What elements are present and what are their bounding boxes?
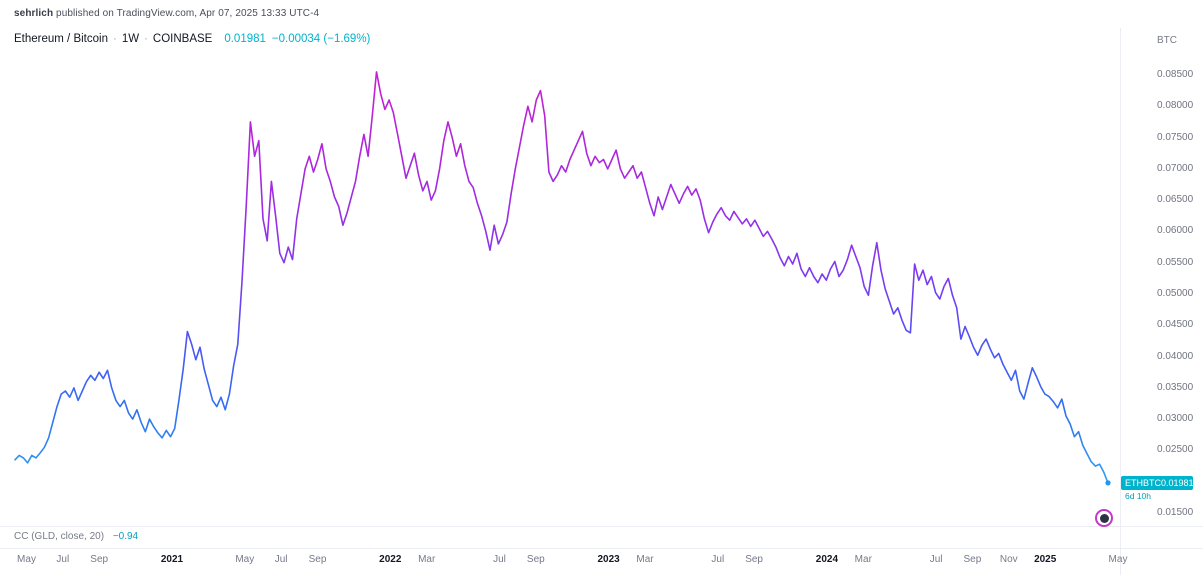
indicator-label[interactable]: CC (GLD, close, 20): [14, 531, 105, 542]
avatar-image: [1099, 513, 1109, 523]
badge-price: 0.01981: [1161, 477, 1194, 488]
last-price-value: 0.01981: [224, 33, 266, 45]
badge-symbol: ETHBTC: [1125, 477, 1161, 488]
bar-close-countdown: 6d 10h: [1125, 491, 1151, 501]
last-price-badge: ETHBTC 0.01981 6d 10h: [1121, 476, 1194, 501]
attribution: sehrlich published on TradingView.com, A…: [14, 8, 319, 19]
timeframe-label[interactable]: 1W: [121, 33, 140, 45]
indicator-value: −0.94: [112, 531, 139, 542]
publisher-avatar: [1095, 509, 1113, 527]
exchange-label: COINBASE: [152, 33, 213, 45]
attribution-text: published on TradingView.com, Apr 07, 20…: [53, 8, 320, 19]
symbol-title[interactable]: Ethereum / Bitcoin: [14, 33, 108, 45]
pane-divider: [0, 526, 1203, 527]
price-change-value: −0.00034 (−1.69%): [271, 33, 371, 45]
price-line: [14, 71, 1109, 484]
last-price-dot: [1105, 480, 1111, 486]
publisher-username: sehrlich: [14, 8, 54, 19]
time-axis-divider: [0, 548, 1203, 549]
legend-separator: ·: [144, 33, 148, 45]
price-scale-unit-label: BTC: [1157, 35, 1177, 46]
price-scale-divider: [1120, 28, 1121, 575]
legend-separator: ·: [112, 33, 117, 45]
indicator-legend[interactable]: CC (GLD, close, 20) −0.94: [14, 531, 138, 542]
chart-legend[interactable]: Ethereum / Bitcoin · 1W · COINBASE 0.019…: [14, 33, 370, 45]
